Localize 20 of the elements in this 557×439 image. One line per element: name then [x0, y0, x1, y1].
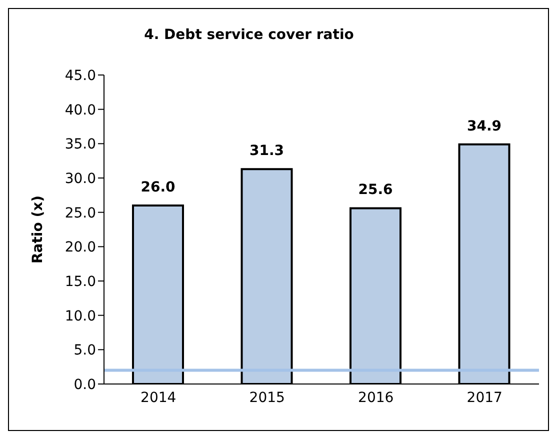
y-tick-label: 5.0 [74, 342, 96, 359]
y-tick-label: 15.0 [64, 274, 96, 290]
x-tick-label: 2017 [466, 390, 502, 406]
data-label: 25.6 [358, 182, 393, 198]
y-tick-label: 10.0 [64, 308, 96, 324]
data-label: 34.9 [466, 118, 502, 134]
data-label: 26.0 [140, 179, 176, 196]
y-tick-label: 20.0 [64, 240, 96, 256]
y-axis-title: Ratio (x) [30, 195, 46, 264]
y-tick-label: 30.0 [64, 170, 96, 187]
chart-title: 4. Debt service cover ratio [143, 27, 355, 43]
x-tick-label: 2014 [140, 390, 176, 406]
y-tick-label: 35.0 [64, 136, 96, 153]
y-tick-label: 0.0 [74, 376, 96, 393]
y-tick-label: 25.0 [64, 205, 96, 222]
x-tick-label: 2015 [249, 390, 285, 406]
x-tick-label: 2016 [358, 390, 394, 406]
y-tick-label: 40.0 [64, 102, 96, 118]
data-label: 31.3 [249, 143, 284, 160]
y-tick-label: 45.0 [64, 68, 96, 84]
